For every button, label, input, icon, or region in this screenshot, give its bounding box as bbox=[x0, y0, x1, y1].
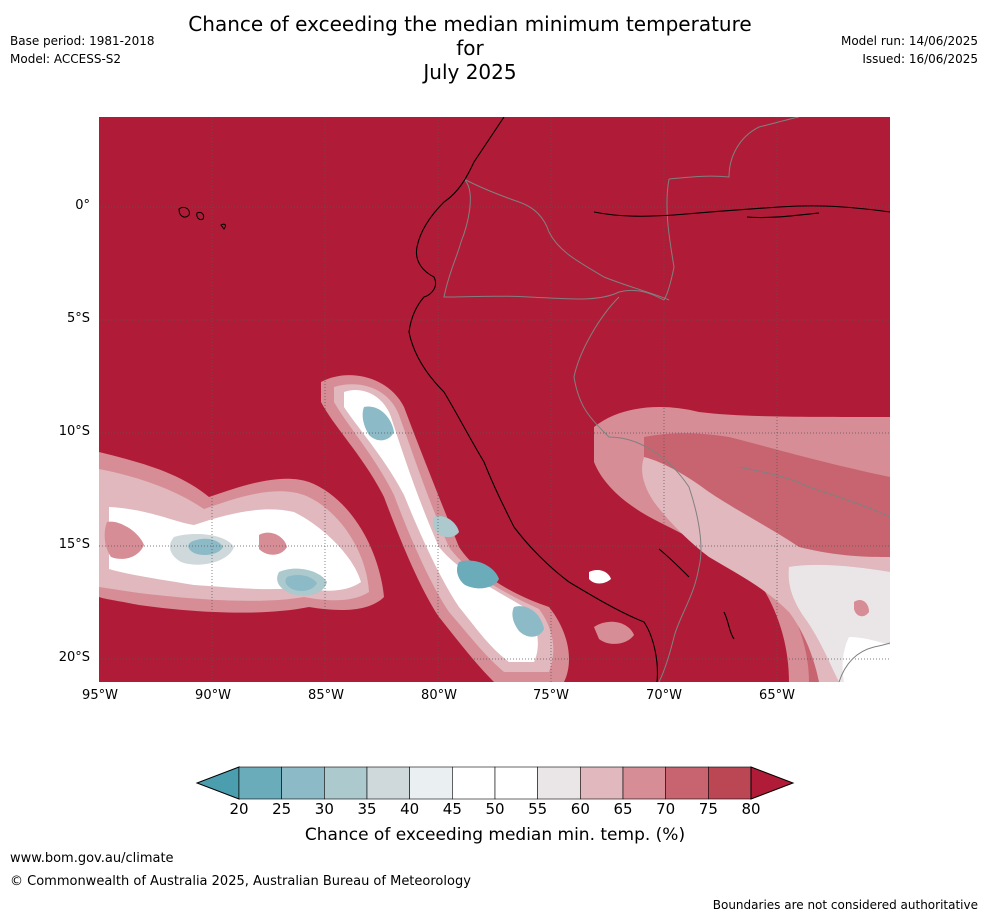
title-line-2: July 2025 bbox=[423, 60, 517, 84]
colorbar-tick-label: 80 bbox=[741, 800, 761, 818]
colorbar-segment bbox=[238, 766, 282, 800]
lon-label-80w: 80°W bbox=[421, 688, 457, 703]
lon-label-90w: 90°W bbox=[195, 688, 231, 703]
colorbar-min-extend bbox=[195, 766, 240, 800]
coastline bbox=[408, 117, 890, 682]
galapagos-islands bbox=[178, 206, 226, 230]
lat-label-10s: 10°S bbox=[58, 424, 90, 439]
lat-label-5s: 5°S bbox=[66, 311, 90, 326]
peru-coast-anomaly bbox=[321, 375, 569, 682]
colorbar-tick-label: 25 bbox=[272, 800, 292, 818]
colorbar-max-extend bbox=[750, 766, 795, 800]
colorbar-tick-label: 55 bbox=[528, 800, 548, 818]
lon-label-70w: 70°W bbox=[646, 688, 682, 703]
colorbar-tick-label: 40 bbox=[400, 800, 420, 818]
model-run: Model run: 14/06/2025 bbox=[840, 34, 978, 48]
colorbar-segment bbox=[409, 766, 453, 800]
west-ocean-anomaly bbox=[99, 452, 384, 613]
issued-date: Issued: 16/06/2025 bbox=[862, 52, 978, 66]
lon-label-65w: 65°W bbox=[759, 688, 795, 703]
lon-label-95w: 95°W bbox=[82, 688, 118, 703]
colorbar-tick-label: 60 bbox=[570, 800, 590, 818]
base-period: Base period: 1981-2018 bbox=[10, 34, 155, 48]
east-land-anomaly bbox=[594, 407, 890, 682]
website-link[interactable]: www.bom.gov.au/climate bbox=[10, 851, 174, 866]
colorbar-label: Chance of exceeding median min. temp. (%… bbox=[304, 825, 686, 845]
colorbar-tick-label: 70 bbox=[656, 800, 676, 818]
colorbar-segment bbox=[537, 766, 581, 800]
colorbar-segment bbox=[366, 766, 410, 800]
meta-right: Model run: 14/06/2025 Issued: 16/06/2025 bbox=[841, 32, 978, 68]
model-name: Model: ACCESS-S2 bbox=[10, 52, 122, 66]
lat-label-20s: 20°S bbox=[58, 650, 90, 665]
small-patch-1 bbox=[589, 569, 611, 584]
colorbar-segment bbox=[665, 766, 709, 800]
lon-label-85w: 85°W bbox=[308, 688, 344, 703]
lat-label-15s: 15°S bbox=[58, 537, 90, 552]
colorbar-segment bbox=[580, 766, 624, 800]
colorbar-tick-label: 75 bbox=[698, 800, 718, 818]
colorbar-tick-label: 20 bbox=[229, 800, 249, 818]
colorbar-segment bbox=[324, 766, 368, 800]
map-title: Chance of exceeding the median minimum t… bbox=[180, 12, 760, 84]
meta-left: Base period: 1981-2018 Model: ACCESS-S2 bbox=[10, 32, 155, 68]
colorbar-tick-label: 30 bbox=[314, 800, 334, 818]
colorbar-segment bbox=[452, 766, 496, 800]
lon-label-75w: 75°W bbox=[533, 688, 569, 703]
copyright-text: © Commonwealth of Australia 2025, Austra… bbox=[10, 874, 471, 889]
graticule bbox=[99, 117, 890, 682]
disclaimer-text: Boundaries are not considered authoritat… bbox=[712, 898, 978, 912]
colorbar-tick-label: 45 bbox=[442, 800, 462, 818]
colorbar-tick-label: 65 bbox=[613, 800, 633, 818]
map-svg bbox=[99, 117, 890, 682]
colorbar-segment bbox=[622, 766, 666, 800]
colorbar-segment bbox=[281, 766, 325, 800]
small-patch-2 bbox=[594, 621, 634, 644]
colorbar bbox=[195, 766, 795, 800]
title-line-1: Chance of exceeding the median minimum t… bbox=[188, 12, 752, 60]
colorbar-tick-label: 35 bbox=[357, 800, 377, 818]
colorbar-segment bbox=[494, 766, 538, 800]
probability-map bbox=[99, 117, 890, 682]
colorbar-segment bbox=[708, 766, 752, 800]
lat-label-0: 0° bbox=[75, 198, 90, 213]
country-borders bbox=[443, 117, 890, 682]
colorbar-tick-label: 50 bbox=[485, 800, 505, 818]
